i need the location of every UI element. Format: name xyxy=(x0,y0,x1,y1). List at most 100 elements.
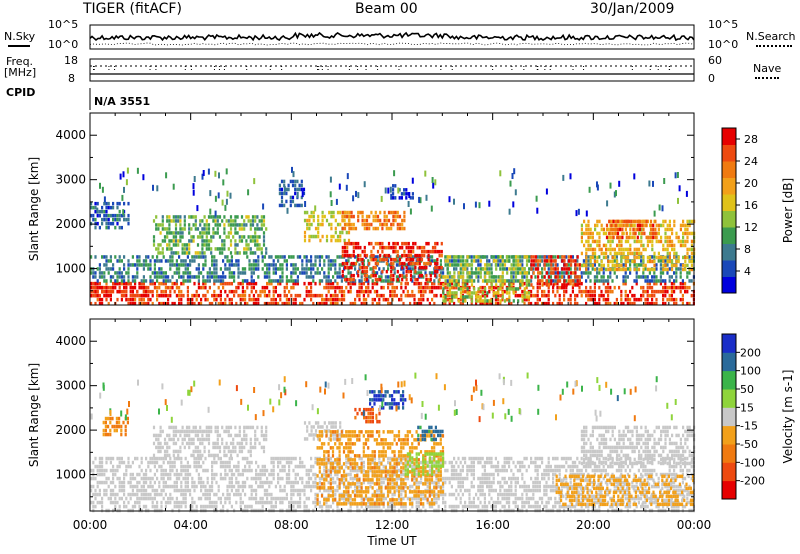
data-cell xyxy=(635,263,638,268)
data-cell xyxy=(552,289,555,294)
data-cell xyxy=(457,299,460,303)
data-cell xyxy=(310,255,313,259)
data-cell xyxy=(207,243,211,247)
data-cell xyxy=(222,281,225,286)
data-cell xyxy=(550,259,553,263)
data-cell xyxy=(403,241,406,246)
data-cell xyxy=(208,271,211,275)
data-cell xyxy=(194,227,197,231)
data-cell xyxy=(228,468,231,473)
data-cell xyxy=(145,488,148,493)
data-cell xyxy=(156,255,159,259)
data-cell xyxy=(294,301,297,306)
data-cell xyxy=(129,281,132,286)
data-cell xyxy=(633,301,636,306)
data-cell xyxy=(305,255,308,259)
data-cell xyxy=(142,279,145,283)
data-cell xyxy=(589,235,592,240)
data-cell xyxy=(442,291,445,295)
data-cell xyxy=(436,261,439,266)
data-cell xyxy=(565,255,568,259)
data-cell xyxy=(594,227,597,232)
data-cell xyxy=(401,277,404,282)
data-cell xyxy=(105,205,108,210)
data-cell xyxy=(259,500,262,505)
data-cell xyxy=(294,267,297,271)
data-cell xyxy=(125,217,128,222)
data-cell xyxy=(585,263,588,268)
data-cell xyxy=(263,472,266,477)
data-cell xyxy=(508,301,511,306)
data-cell xyxy=(559,279,562,283)
data-cell xyxy=(684,255,687,260)
data-cell xyxy=(215,472,218,477)
data-cell xyxy=(651,289,654,294)
data-cell xyxy=(645,223,648,228)
data-cell xyxy=(360,285,363,290)
data-cell xyxy=(671,263,674,268)
data-cell xyxy=(453,279,456,283)
data-cell xyxy=(219,293,222,298)
data-cell xyxy=(374,257,377,262)
data-cell xyxy=(327,297,330,302)
data-cell xyxy=(219,500,222,505)
data-cell xyxy=(395,259,398,263)
nsearch-tick-bottom: 10^0 xyxy=(708,38,739,51)
data-cell xyxy=(96,289,99,294)
data-cell xyxy=(140,460,143,465)
data-cell xyxy=(358,484,361,489)
data-cell xyxy=(156,492,159,497)
data-cell xyxy=(591,251,594,256)
data-cell xyxy=(294,456,297,461)
data-cell xyxy=(279,496,282,501)
data-cell xyxy=(600,289,603,294)
data-cell xyxy=(464,299,467,303)
data-cell xyxy=(134,476,137,481)
data-cell xyxy=(517,287,520,291)
data-cell xyxy=(605,223,609,228)
data-cell xyxy=(602,267,605,271)
data-cell xyxy=(675,251,678,256)
data-cell xyxy=(459,255,463,259)
data-cell xyxy=(226,293,229,298)
data-cell xyxy=(554,279,557,283)
data-cell xyxy=(558,301,561,306)
data-cell xyxy=(629,243,632,248)
data-cell xyxy=(664,239,667,244)
data-cell xyxy=(550,267,553,271)
data-cell xyxy=(277,281,280,286)
data-cell xyxy=(259,468,262,473)
data-cell xyxy=(303,230,307,235)
data-cell xyxy=(255,492,258,497)
data-cell xyxy=(216,215,219,219)
data-cell xyxy=(365,285,368,290)
data-cell xyxy=(323,263,326,267)
data-cell xyxy=(98,500,101,505)
data-cell xyxy=(116,281,119,286)
data-cell xyxy=(312,480,315,485)
data-cell xyxy=(641,223,644,228)
data-cell xyxy=(105,263,108,267)
data-cell xyxy=(350,214,353,219)
data-cell xyxy=(294,480,297,485)
data-cell xyxy=(292,285,295,290)
data-cell xyxy=(387,267,390,271)
data-cell xyxy=(202,281,205,286)
data-cell xyxy=(175,279,178,283)
data-cell xyxy=(486,255,489,259)
data-cell xyxy=(296,492,299,497)
data-cell xyxy=(308,214,311,219)
data-cell xyxy=(307,476,310,481)
data-cell xyxy=(277,259,280,263)
data-cell xyxy=(177,219,180,223)
data-cell xyxy=(567,275,570,279)
data-cell xyxy=(164,271,167,275)
data-cell xyxy=(466,255,469,259)
data-cell xyxy=(255,263,258,267)
data-cell xyxy=(90,484,93,489)
data-cell xyxy=(642,293,645,298)
data-cell xyxy=(96,492,99,497)
data-cell xyxy=(547,263,550,267)
data-cell xyxy=(607,293,610,298)
data-cell xyxy=(213,472,216,477)
